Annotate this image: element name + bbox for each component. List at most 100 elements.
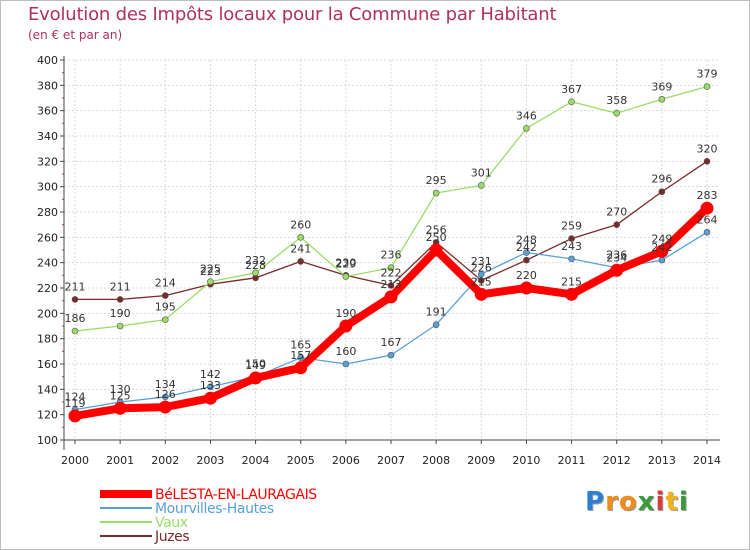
data-point [432, 189, 440, 197]
data-label: 215 [471, 275, 492, 288]
y-tick-label: 340 [37, 130, 58, 143]
data-label: 211 [65, 280, 86, 293]
brand-letter: i [678, 487, 689, 517]
data-point [655, 244, 669, 258]
brand-letter: i [655, 487, 666, 517]
x-tick-label: 2007 [377, 454, 405, 467]
data-point [658, 188, 666, 196]
brand-letter: r [605, 487, 619, 517]
y-tick-label: 160 [37, 358, 58, 371]
data-label: 259 [561, 220, 582, 233]
data-label: 222 [381, 266, 402, 279]
data-point [342, 360, 350, 368]
data-point [297, 354, 305, 361]
data-point [703, 158, 711, 165]
data-label: 228 [245, 259, 266, 272]
data-point [568, 98, 575, 106]
data-point [294, 361, 308, 375]
data-point [700, 201, 714, 215]
data-point [523, 256, 530, 264]
x-tick-label: 2006 [332, 454, 360, 467]
legend-label: Vaux [155, 515, 188, 531]
data-label: 167 [381, 336, 402, 349]
proxiti-logo: Proxiti [585, 487, 689, 517]
data-label: 215 [561, 275, 582, 288]
data-label: 320 [697, 142, 718, 155]
data-label: 134 [155, 378, 176, 391]
data-point [568, 255, 575, 263]
x-tick-label: 2014 [693, 454, 721, 467]
data-point [297, 258, 305, 265]
data-point [387, 282, 395, 289]
data-point [116, 296, 124, 303]
data-label: 124 [65, 391, 86, 404]
data-label: 126 [155, 388, 176, 401]
data-point [249, 371, 263, 385]
data-point [432, 321, 440, 329]
data-label: 229 [335, 258, 356, 271]
data-label: 241 [290, 242, 311, 255]
y-tick-label: 180 [37, 333, 58, 346]
data-label: 232 [245, 254, 266, 267]
x-tick-label: 2004 [242, 454, 270, 467]
x-tick-label: 2011 [558, 454, 586, 467]
axes: 100 120 140 160 180 200 220 240 260 280 300 320 340 3… [37, 54, 721, 467]
data-label: 270 [606, 206, 627, 219]
data-point [158, 400, 172, 414]
series-mourvilles-hautes [71, 228, 711, 413]
legend-label: Mourvilles-Hautes [155, 501, 274, 517]
data-point [68, 409, 82, 423]
data-point [342, 273, 350, 280]
data-point [387, 264, 395, 272]
data-label: 379 [697, 68, 718, 81]
y-tick-label: 300 [37, 181, 58, 194]
data-point [703, 83, 711, 90]
data-point [610, 263, 624, 277]
data-label: 264 [697, 213, 718, 226]
data-label: 295 [426, 174, 447, 187]
data-label: 150 [245, 358, 266, 371]
data-label: 231 [471, 255, 492, 268]
data-point [477, 182, 485, 189]
y-tick-label: 140 [37, 383, 58, 396]
data-point [613, 221, 621, 228]
x-tick-label: 2001 [106, 454, 134, 467]
data-point [477, 270, 485, 278]
data-point [339, 319, 353, 333]
data-point [613, 109, 621, 117]
data-point [161, 393, 169, 401]
data-label: 190 [110, 307, 131, 320]
data-label: 242 [651, 241, 672, 254]
y-tick-label: 100 [37, 434, 58, 447]
chart-title: Evolution des Impôts locaux pour la Comm… [28, 4, 557, 25]
data-label: 125 [110, 389, 131, 402]
brand-letter: o [618, 487, 638, 517]
data-point [252, 269, 259, 277]
data-label: 190 [335, 307, 356, 320]
chart-subtitle: (en € et par an) [28, 28, 123, 42]
data-label: 213 [381, 278, 402, 291]
brand-letter: t [665, 487, 679, 517]
data-label: 142 [200, 368, 221, 381]
data-point [703, 228, 711, 236]
data-label: 242 [516, 241, 537, 254]
data-point [523, 125, 530, 132]
series-layer [68, 83, 714, 423]
brand-letter: P [585, 487, 606, 517]
data-label: 130 [110, 383, 131, 396]
data-label: 249 [651, 232, 672, 245]
data-label: 211 [110, 280, 131, 293]
data-label: 149 [245, 359, 266, 372]
data-point [523, 249, 530, 256]
data-label: 358 [606, 94, 627, 107]
data-point [519, 281, 533, 295]
data-label: 214 [155, 277, 176, 290]
data-label: 296 [651, 173, 672, 186]
data-point [568, 235, 575, 242]
y-tick-label: 280 [37, 206, 58, 219]
series-vaux [71, 83, 711, 335]
x-tick-label: 2013 [648, 454, 676, 467]
